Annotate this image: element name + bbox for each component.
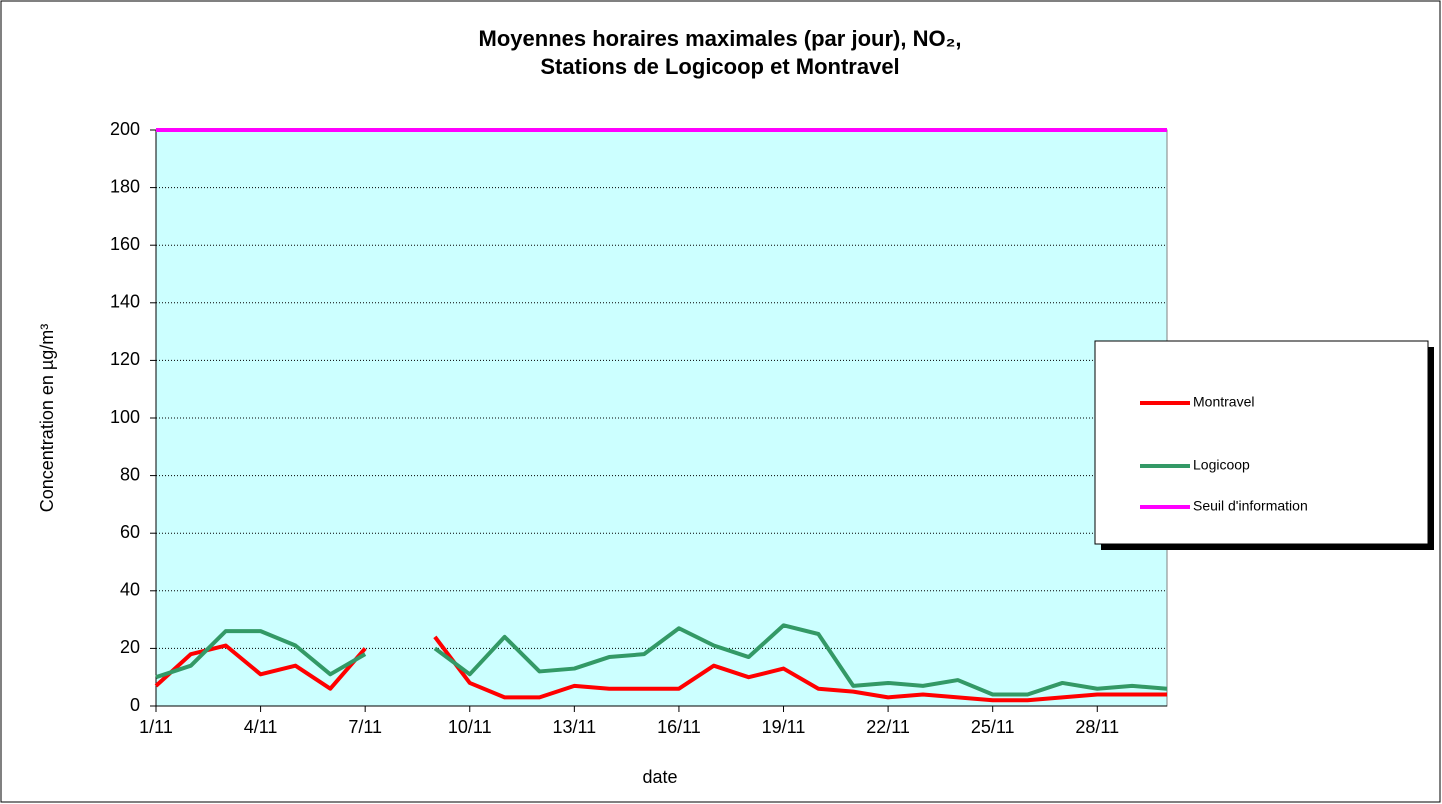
y-tick-label: 120: [110, 349, 140, 369]
chart-title: Stations de Logicoop et Montravel: [540, 54, 899, 79]
x-tick-label: 25/11: [971, 717, 1015, 737]
series-line: [155, 629, 367, 680]
x-tick-label: 13/11: [552, 717, 596, 737]
y-tick-label: 180: [110, 176, 140, 196]
series-line: [433, 635, 1167, 703]
x-tick-label: 4/11: [244, 717, 278, 737]
y-tick-label: 160: [110, 234, 140, 254]
y-tick-label: 0: [130, 695, 140, 715]
y-tick-label: 80: [120, 464, 140, 484]
series-line: [154, 643, 367, 691]
y-tick-label: 140: [110, 292, 140, 312]
x-tick-label: 22/11: [866, 717, 910, 737]
y-tick-label: 200: [110, 119, 140, 139]
legend: [1094, 340, 1429, 545]
plot-area: [155, 129, 1168, 707]
x-tick-label: 19/11: [762, 717, 806, 737]
y-tick-label: 40: [120, 580, 140, 600]
y-tick-label: 60: [120, 522, 140, 542]
y-axis-label: Concentration en µg/m³: [37, 324, 57, 512]
chart-title: Moyennes horaires maximales (par jour), …: [479, 26, 962, 51]
x-tick-label: 7/11: [348, 717, 382, 737]
x-tick-label: 1/11: [139, 717, 173, 737]
legend-label: Seuil d'information: [1193, 498, 1308, 514]
x-tick-label: 28/11: [1075, 717, 1119, 737]
legend-label: Logicoop: [1193, 457, 1250, 473]
y-tick-label: 20: [120, 637, 140, 657]
series-line: [433, 623, 1168, 697]
x-axis-label: date: [642, 767, 677, 787]
x-tick-label: 16/11: [657, 717, 701, 737]
legend-label: Montravel: [1193, 394, 1254, 410]
x-tick-label: 10/11: [448, 717, 492, 737]
y-tick-label: 100: [110, 407, 140, 427]
